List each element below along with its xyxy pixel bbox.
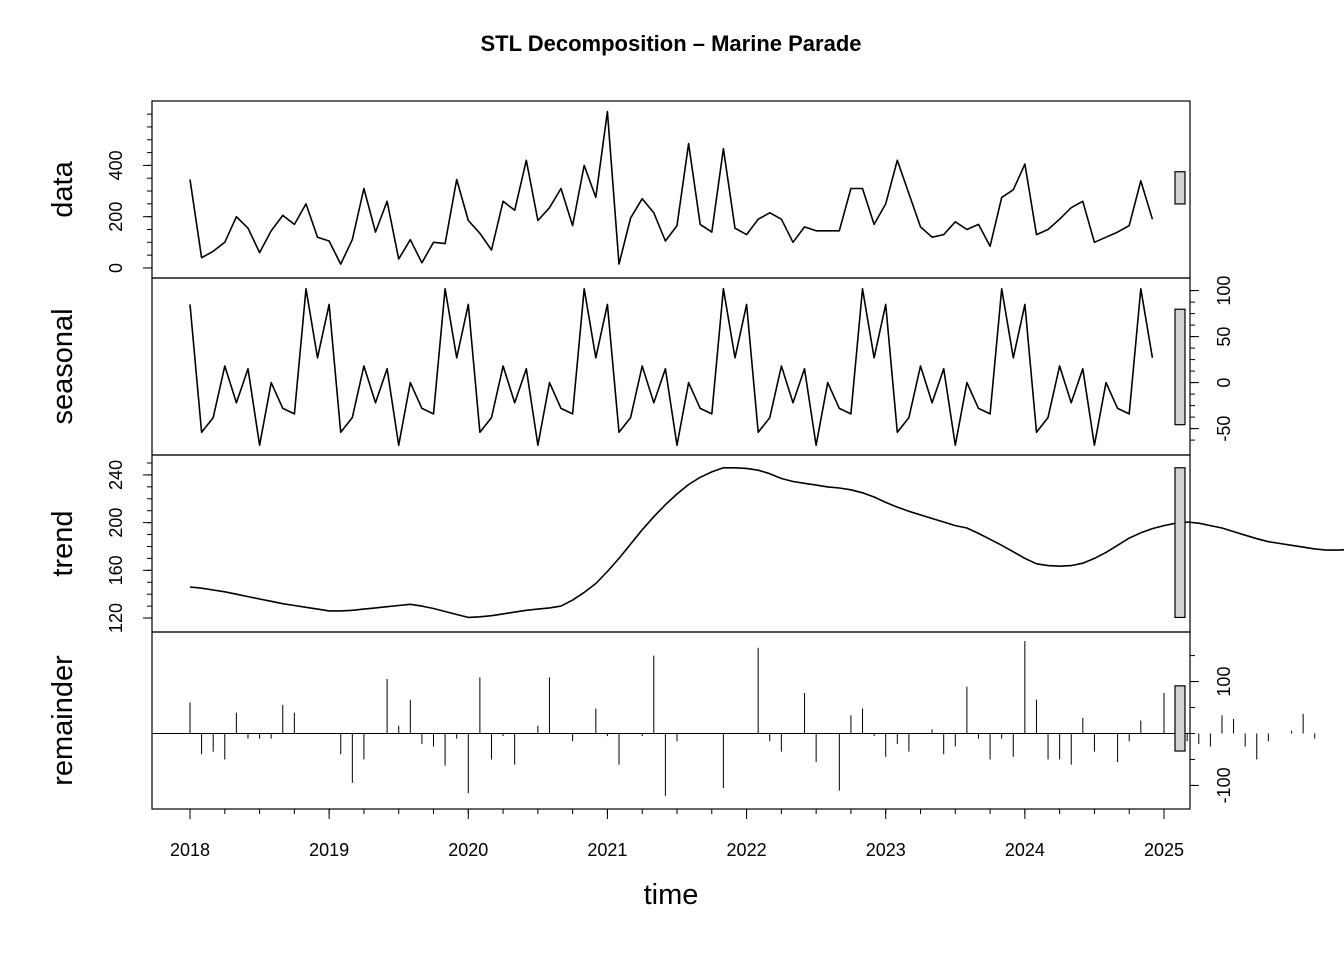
y-tick-label-remainder: 100 (1214, 667, 1234, 697)
x-tick-label: 2022 (727, 840, 767, 860)
panel-label-trend: trend (47, 510, 79, 576)
series-line-data (189, 110, 1154, 265)
y-tick-label-data: 200 (106, 202, 126, 232)
range-bar-remainder (1174, 685, 1186, 752)
y-tick-label-data: 0 (106, 263, 126, 273)
panel-label-remainder: remainder (47, 655, 79, 786)
panel-label-data: data (47, 160, 79, 217)
panel-frame-remainder (151, 631, 1191, 810)
panel-label-seasonal: seasonal (47, 308, 79, 424)
series-line-seasonal (189, 287, 1154, 447)
panel-frame-trend (151, 454, 1191, 633)
x-axis-label: time (644, 879, 699, 911)
y-tick-label-trend: 240 (106, 460, 126, 490)
y-tick-label-trend: 120 (106, 603, 126, 633)
x-tick-label: 2018 (170, 840, 210, 860)
panel-frame-data (151, 100, 1191, 279)
x-axis: 2018 2019 2020 2021 2022 2023 2024 2025 (170, 809, 1184, 860)
panel-data: data 0 200 400 (47, 100, 1191, 279)
x-tick-label: 2021 (587, 840, 627, 860)
y-tick-label-trend: 160 (106, 555, 126, 585)
panel-trend: trend 120 160 200 240 (47, 454, 1344, 633)
range-bar-seasonal (1174, 308, 1186, 426)
panel-seasonal: seasonal -50 0 50 100 (47, 276, 1234, 456)
x-tick-label: 2023 (866, 840, 906, 860)
series-line-trend (189, 466, 1344, 619)
x-tick-label: 2025 (1144, 840, 1184, 860)
panel-frame-seasonal (151, 277, 1191, 456)
y-tick-label-data: 400 (106, 150, 126, 180)
range-bar-trend (1174, 467, 1186, 619)
panel-remainder: remainder -100 100 (47, 631, 1316, 810)
chart-title: STL Decomposition – Marine Parade (480, 31, 861, 56)
range-bar-data (1174, 171, 1186, 205)
x-tick-label: 2019 (309, 840, 349, 860)
y-tick-label-trend: 200 (106, 508, 126, 538)
y-tick-label-seasonal: 100 (1214, 276, 1234, 306)
x-tick-label: 2024 (1005, 840, 1045, 860)
y-tick-label-remainder: -100 (1214, 767, 1234, 803)
y-tick-label-seasonal: 50 (1214, 327, 1234, 347)
y-tick-label-seasonal: -50 (1214, 416, 1234, 442)
y-tick-label-seasonal: 0 (1214, 378, 1234, 388)
panels: data 0 200 400 seasonal -50 0 50 100 trend 120 160 2… (47, 100, 1344, 810)
x-tick-label: 2020 (448, 840, 488, 860)
